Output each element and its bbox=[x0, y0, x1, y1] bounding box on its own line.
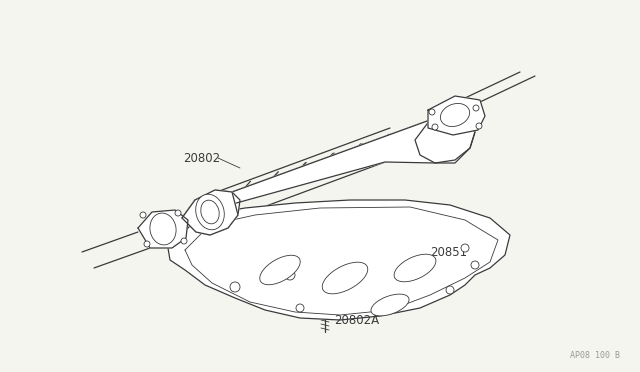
Ellipse shape bbox=[394, 254, 436, 282]
Ellipse shape bbox=[322, 262, 368, 294]
Text: 20851: 20851 bbox=[430, 246, 467, 259]
Polygon shape bbox=[168, 200, 510, 320]
Circle shape bbox=[144, 241, 150, 247]
Circle shape bbox=[230, 282, 240, 292]
Ellipse shape bbox=[371, 294, 409, 316]
Circle shape bbox=[376, 306, 384, 314]
Polygon shape bbox=[182, 190, 240, 235]
Ellipse shape bbox=[150, 213, 176, 245]
Circle shape bbox=[140, 212, 146, 218]
Circle shape bbox=[429, 109, 435, 115]
Polygon shape bbox=[138, 210, 188, 248]
Polygon shape bbox=[415, 120, 475, 163]
Ellipse shape bbox=[201, 200, 220, 224]
Polygon shape bbox=[428, 96, 485, 135]
Polygon shape bbox=[182, 190, 238, 235]
Circle shape bbox=[432, 124, 438, 130]
Circle shape bbox=[473, 105, 479, 111]
Circle shape bbox=[181, 238, 187, 244]
Ellipse shape bbox=[196, 194, 224, 230]
Circle shape bbox=[446, 286, 454, 294]
Circle shape bbox=[175, 210, 181, 216]
Circle shape bbox=[471, 261, 479, 269]
Circle shape bbox=[296, 304, 304, 312]
Text: 20802: 20802 bbox=[183, 151, 220, 164]
Polygon shape bbox=[182, 120, 475, 218]
Circle shape bbox=[285, 270, 295, 280]
Ellipse shape bbox=[260, 255, 300, 285]
Text: 20802A: 20802A bbox=[334, 314, 379, 327]
Ellipse shape bbox=[440, 103, 470, 126]
Circle shape bbox=[461, 244, 469, 252]
Circle shape bbox=[345, 275, 355, 285]
Text: AP08 100 B: AP08 100 B bbox=[570, 351, 620, 360]
Circle shape bbox=[476, 123, 482, 129]
